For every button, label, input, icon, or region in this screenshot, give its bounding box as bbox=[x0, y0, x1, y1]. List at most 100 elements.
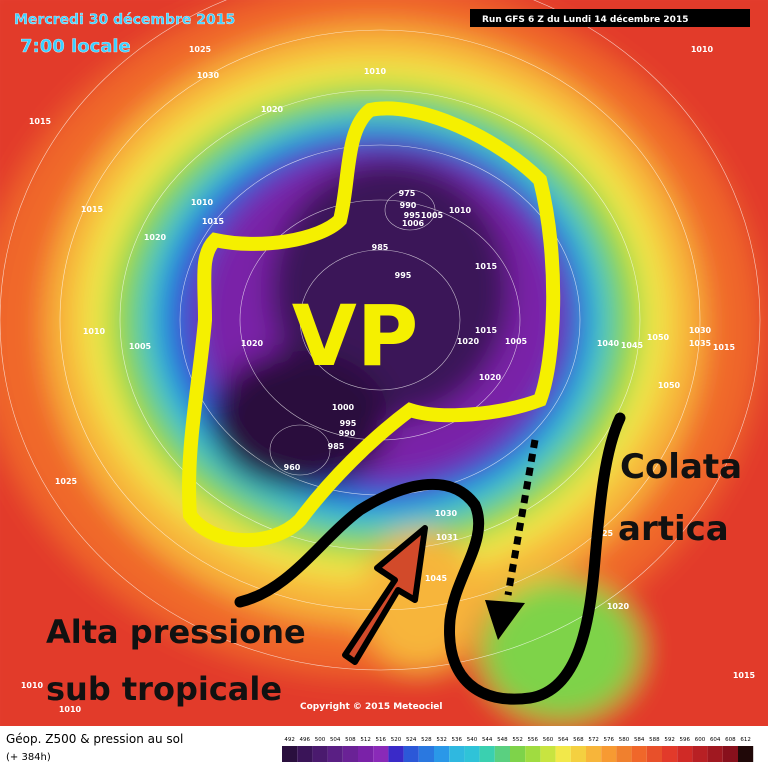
flow-arrow bbox=[234, 412, 626, 705]
pressure-label: 1020 bbox=[607, 602, 630, 611]
scale-swatch bbox=[722, 746, 738, 762]
scale-swatch bbox=[525, 746, 541, 762]
scale-swatch bbox=[494, 746, 510, 762]
pressure-label: 975 bbox=[399, 189, 416, 198]
scale-swatch bbox=[464, 746, 480, 762]
pressure-label: 1020 bbox=[241, 339, 264, 348]
scale-swatch bbox=[540, 746, 556, 762]
scale-label: 528 bbox=[421, 737, 432, 743]
scale-swatch bbox=[403, 746, 419, 762]
scale-label: 588 bbox=[649, 737, 660, 743]
scale-label: 596 bbox=[680, 737, 691, 743]
annotation: Alta pressione bbox=[46, 613, 306, 651]
pressure-label: 1030 bbox=[435, 509, 458, 518]
scale-swatch bbox=[510, 746, 526, 762]
scale-label: 580 bbox=[619, 737, 630, 743]
scale-label: 600 bbox=[695, 737, 706, 743]
pressure-label: 1035 bbox=[689, 339, 712, 348]
cold-arrowhead bbox=[485, 600, 525, 640]
scale-swatch bbox=[327, 746, 343, 762]
copyright: Copyright © 2015 Meteociel bbox=[300, 702, 442, 712]
pressure-label: 1005 bbox=[505, 337, 528, 346]
scale-swatch bbox=[358, 746, 374, 762]
pressure-label: 995 bbox=[404, 211, 421, 220]
high-arrow bbox=[342, 525, 428, 665]
pressure-label: 1000 bbox=[332, 403, 355, 412]
scale-label: 556 bbox=[528, 737, 539, 743]
pressure-label: 1020 bbox=[457, 337, 480, 346]
scale-swatch bbox=[479, 746, 495, 762]
pressure-label: 985 bbox=[372, 243, 389, 252]
scale-label: 604 bbox=[710, 737, 721, 743]
pressure-label: 1010 bbox=[691, 45, 714, 54]
scale-swatch bbox=[418, 746, 434, 762]
scale-swatch bbox=[631, 746, 647, 762]
scale-label: 552 bbox=[512, 737, 523, 743]
vortex-label: VP bbox=[292, 287, 419, 385]
scale-label: 524 bbox=[406, 737, 417, 743]
pressure-label: 1050 bbox=[647, 333, 670, 342]
scale-swatch bbox=[373, 746, 389, 762]
scale-label: 564 bbox=[558, 737, 569, 743]
scale-label: 492 bbox=[284, 737, 295, 743]
pressure-label: 1045 bbox=[621, 341, 644, 350]
annotation: sub tropicale bbox=[46, 670, 282, 708]
annotation: Colata bbox=[620, 447, 742, 487]
scale-swatch bbox=[616, 746, 632, 762]
scale-swatch bbox=[646, 746, 662, 762]
legend-lead: (+ 384h) bbox=[6, 752, 51, 763]
pressure-label: 1020 bbox=[479, 373, 502, 382]
time: 7:00 locale bbox=[20, 36, 131, 57]
pressure-label: 990 bbox=[400, 201, 417, 210]
scale-swatch bbox=[570, 746, 586, 762]
scale-label: 592 bbox=[664, 737, 675, 743]
pressure-label: 1025 bbox=[55, 477, 78, 486]
pressure-label: 1040 bbox=[597, 339, 620, 348]
color-scale: 492 496 500 504 508 512 516 520 524 528 532 536 540 5… bbox=[282, 737, 754, 762]
scale-label: 576 bbox=[604, 737, 615, 743]
annotation: artica bbox=[618, 509, 729, 549]
pressure-label: 1015 bbox=[202, 217, 225, 226]
pressure-label: 1015 bbox=[475, 262, 498, 271]
scale-label: 504 bbox=[330, 737, 341, 743]
pressure-label: 1010 bbox=[191, 198, 214, 207]
scale-swatch bbox=[388, 746, 404, 762]
pressure-label: 1015 bbox=[29, 117, 52, 126]
pressure-label: 1045 bbox=[425, 574, 448, 583]
scale-label: 532 bbox=[436, 737, 447, 743]
scale-swatch bbox=[434, 746, 450, 762]
pressure-label: 1020 bbox=[144, 233, 167, 242]
pressure-label: 1050 bbox=[658, 381, 681, 390]
scale-swatch bbox=[342, 746, 358, 762]
scale-label: 560 bbox=[543, 737, 554, 743]
scale-label: 584 bbox=[634, 737, 645, 743]
isobars bbox=[0, 0, 760, 670]
scale-swatch bbox=[555, 746, 571, 762]
scale-label: 512 bbox=[360, 737, 371, 743]
scale-swatch bbox=[738, 746, 754, 762]
scale-swatch bbox=[449, 746, 465, 762]
scale-swatch bbox=[282, 746, 298, 762]
legend-title: Géop. Z500 & pression au sol bbox=[6, 732, 183, 746]
pressure-label: 1006 bbox=[402, 219, 425, 228]
run-box bbox=[470, 9, 750, 27]
pressure-label: 1010 bbox=[449, 206, 472, 215]
pressure-label: 960 bbox=[284, 463, 301, 472]
scale-label: 544 bbox=[482, 737, 493, 743]
pressure-label: 1015 bbox=[475, 326, 498, 335]
scale-label: 572 bbox=[588, 737, 599, 743]
run: Run GFS 6 Z du Lundi 14 décembre 2015 bbox=[482, 14, 688, 25]
vortex-outline bbox=[181, 101, 561, 547]
scale-label: 520 bbox=[391, 737, 402, 743]
pressure-label: 1005 bbox=[421, 211, 444, 220]
pressure-label: 1010 bbox=[364, 67, 387, 76]
scale-label: 508 bbox=[345, 737, 356, 743]
cold-arrow bbox=[504, 439, 539, 596]
scale-label: 612 bbox=[740, 737, 751, 743]
scale-swatch bbox=[312, 746, 328, 762]
pressure-label: 1010 bbox=[59, 705, 82, 714]
scale-label: 536 bbox=[452, 737, 463, 743]
pressure-label: 1015 bbox=[733, 671, 756, 680]
scale-label: 500 bbox=[315, 737, 326, 743]
